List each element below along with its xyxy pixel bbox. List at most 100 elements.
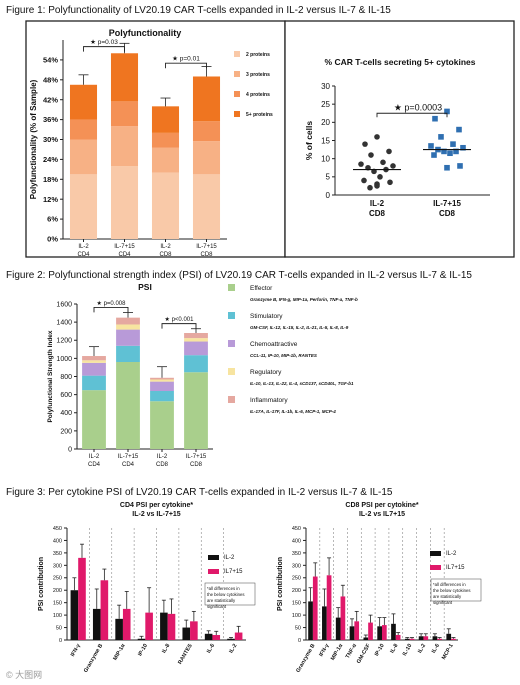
- cd8pc-y-tick-label: 0: [298, 638, 301, 644]
- psi-legend-detail: IL-10, IL-13, IL-22, IL-4, sCD137, sCD40…: [250, 381, 354, 386]
- scatter5-point: [444, 108, 450, 115]
- cd8pc-bar: [377, 626, 382, 640]
- psi-category-label: IL-7+15: [118, 454, 139, 460]
- poly-y-tick-label: 36%: [43, 115, 58, 124]
- poly-category-label: IL-2: [160, 244, 171, 250]
- psi-bar-segment: [116, 345, 140, 362]
- psi-y-tick-label: 400: [60, 410, 72, 417]
- cd4pc-y-tick-label: 300: [53, 563, 62, 569]
- cd4pc-y-tick-label: 450: [53, 526, 62, 532]
- cd4pc-bar: [100, 580, 109, 640]
- cd8pc-category-label: IFN-γ: [318, 642, 331, 658]
- scatter5-point: [432, 115, 438, 122]
- cd4pc-bar: [115, 618, 123, 640]
- psi-bar-segment: [184, 355, 208, 373]
- psi-y-tick-label: 1200: [56, 338, 72, 345]
- poly-y-label: Polyfunctionality (% of Sample): [29, 79, 38, 199]
- poly-bar-segment: [151, 147, 180, 173]
- poly-category-label: IL-2: [78, 244, 89, 250]
- scatter5-y-tick-label: 20: [321, 118, 330, 127]
- poly-bar-segment: [192, 121, 221, 142]
- scatter5-point: [387, 179, 393, 186]
- cd4pc-note-box: [204, 582, 256, 606]
- cd4pc-bar: [212, 635, 221, 640]
- cd4pc-category-label: Granzyme B: [83, 643, 104, 674]
- cd8pc-y-tick-label: 100: [292, 613, 301, 619]
- scatter5-point: [444, 164, 450, 171]
- psi-bar-segment: [116, 362, 140, 449]
- psi-bar-segment: [150, 379, 174, 382]
- psi-bar-segment: [82, 356, 106, 361]
- cd8pc-bar: [437, 638, 442, 640]
- cd4pc-category-label: MIP-1α: [112, 642, 127, 661]
- psi-bar-segment: [150, 381, 174, 391]
- psi-y-tick-label: 0: [68, 446, 72, 453]
- cd8pc-title: CD8 PSI per cytokine*: [345, 502, 418, 509]
- poly-legend-label: 2 proteins: [246, 52, 270, 58]
- cd4pc-bar: [92, 608, 101, 640]
- cd8pc-y-tick-label: 250: [292, 576, 301, 582]
- scatter5-point: [367, 184, 373, 191]
- psi-legend-detail: GM-CSF, IL-12, IL-15, IL-2, IL-21, IL-5,…: [250, 325, 349, 330]
- poly-y-tick-label: 6%: [47, 215, 58, 224]
- psi-legend-detail: CCL-11, IP-10, MIP-1b, RANTES: [250, 353, 317, 358]
- cd8pc-note: are statistically: [433, 594, 462, 599]
- cd4pc-bar: [234, 632, 243, 640]
- cd4pc-y-tick-label: 0: [59, 638, 62, 644]
- poly-bar-segment: [151, 172, 180, 239]
- cd8pc-bar: [409, 638, 415, 640]
- cd4pc-bar: [204, 633, 213, 640]
- cd8pc-category-label: MCP-1: [441, 643, 455, 661]
- psi-legend-label: Stimulatory: [250, 313, 283, 320]
- cd8pc-bar: [418, 636, 424, 640]
- psi-y-tick-label: 1600: [56, 301, 72, 308]
- psi-legend-swatch: [228, 312, 235, 319]
- poly-y-tick-label: 0%: [47, 235, 58, 244]
- scatter5-point: [431, 152, 437, 158]
- scatter5-point: [456, 126, 462, 133]
- cd8pc-y-label: PSI contribution: [277, 557, 284, 611]
- poly-bar-segment: [69, 139, 98, 175]
- poly-legend-swatch: [234, 91, 240, 97]
- poly-bar-segment: [110, 126, 139, 167]
- psi-category-label: CD8: [156, 462, 169, 468]
- panel-frame-scatter: [284, 20, 515, 258]
- scatter5-point: [457, 163, 463, 169]
- cd4pc-y-tick-label: 350: [53, 551, 62, 557]
- cd4pc-title: IL-2 vs IL-7+15: [132, 511, 181, 518]
- psi-y-tick-label: 200: [60, 428, 72, 435]
- psi-legend-swatch: [228, 284, 235, 291]
- psi-category-label: IL-2: [89, 454, 100, 460]
- psi-bar-segment: [150, 401, 174, 449]
- scatter5-category-label: CD8: [369, 209, 386, 218]
- psi-category-label: IL-2: [157, 454, 168, 460]
- cd8pc-y-tick-label: 300: [292, 563, 301, 569]
- cd8pc-legend-swatch: [430, 551, 441, 556]
- poly-legend-swatch: [234, 71, 240, 77]
- scatter5-annotation-bracket: [376, 112, 448, 118]
- cd8pc-bar: [423, 636, 429, 640]
- cd8pc-bar: [395, 635, 401, 640]
- poly-annotation-p-value: ★ p=0.01: [172, 55, 200, 63]
- scatter5-category-label: IL-7+15: [433, 199, 461, 208]
- cd4pc-category-label: IL-2: [228, 643, 238, 654]
- poly-category-label: IL-7+15: [196, 244, 217, 250]
- cd8pc-bar: [382, 625, 387, 640]
- cd8pc-y-tick-label: 400: [292, 538, 301, 544]
- cd4pc-bar: [182, 627, 191, 640]
- poly-bar-segment: [110, 53, 139, 102]
- scatter5-point: [447, 150, 453, 157]
- cd4pc-legend-swatch: [208, 555, 219, 560]
- scatter5-point: [358, 161, 364, 167]
- psi-legend-swatch: [228, 368, 235, 375]
- cd4pc-category-label: IL-8: [161, 643, 171, 654]
- psi-annotation-bracket: [93, 306, 129, 313]
- cd8pc-y-tick-label: 150: [292, 601, 301, 607]
- cd8pc-legend-label: IL-2: [446, 551, 457, 557]
- poly-bar-segment: [69, 174, 98, 239]
- cd8pc-note-box: [430, 578, 482, 602]
- cd8pc-bar: [368, 622, 373, 640]
- poly-y-tick-label: 12%: [43, 195, 58, 204]
- cd4pc-bar: [227, 638, 235, 640]
- cd8pc-bar: [432, 636, 438, 640]
